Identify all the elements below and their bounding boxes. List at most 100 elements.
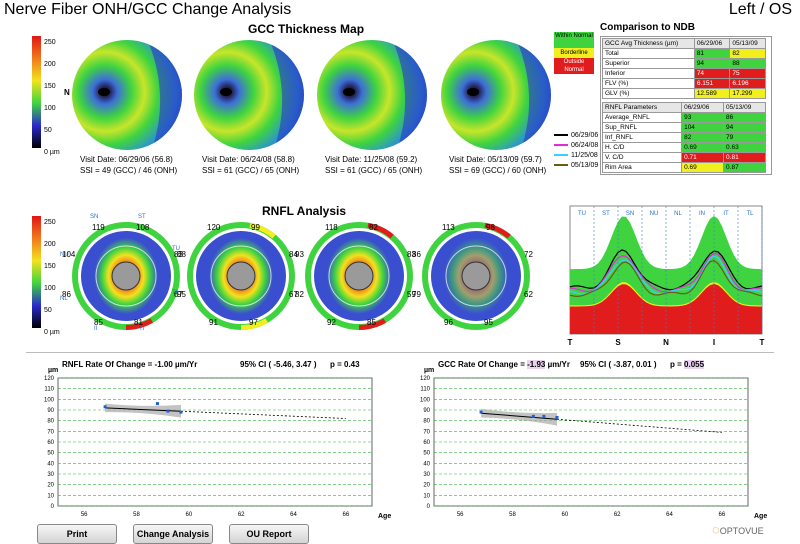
y-tick-label: 20 bbox=[423, 483, 430, 489]
ou-report-button[interactable]: OU Report bbox=[229, 524, 309, 544]
visit-date: Visit Date: 06/29/06 (56.8) bbox=[80, 155, 173, 164]
sector-value: 118 bbox=[325, 223, 338, 232]
gcc-rate-label: GCC Rate Of Change = bbox=[438, 360, 528, 369]
scan-circle bbox=[328, 245, 390, 307]
y-tick-label: 20 bbox=[47, 483, 54, 489]
scale-tick: 50 bbox=[44, 127, 52, 134]
ndb-cell: 82 bbox=[729, 48, 766, 59]
sector-value: 85 bbox=[367, 318, 376, 327]
sector-label: NU bbox=[60, 252, 69, 258]
scale-tick: 50 bbox=[44, 307, 52, 314]
gcc-visit-info: Visit Date: 05/13/09 (59.7) SSI = 69 (GCC… bbox=[449, 154, 546, 176]
rnfl-scale-ticks: 250 200 150 100 50 0 µm bbox=[44, 212, 60, 344]
sector-value: 86 bbox=[412, 250, 421, 259]
tsnit-visit-line bbox=[569, 259, 763, 297]
gcc-thickness-map bbox=[441, 40, 551, 150]
projection-line bbox=[556, 418, 722, 433]
trend-line bbox=[481, 412, 558, 420]
ssi-value: SSI = 69 (GCC) / 60 (ONH) bbox=[449, 166, 547, 175]
rnfl-color-scale bbox=[32, 216, 41, 328]
ndb-cell: Inf_RNFL bbox=[601, 132, 683, 143]
within-normal-swatch: Within Normal bbox=[554, 32, 594, 48]
y-tick-label: 110 bbox=[44, 387, 54, 393]
sector-value: 120 bbox=[207, 223, 221, 232]
x-tick-label: 56 bbox=[81, 512, 88, 518]
optic-cup bbox=[461, 261, 491, 291]
confidence-band bbox=[481, 408, 557, 426]
y-tick-label: 10 bbox=[47, 493, 54, 499]
x-axis-label: Age bbox=[378, 513, 391, 520]
ndb-cell: 81 bbox=[693, 48, 731, 59]
gcc-map-disc bbox=[72, 40, 182, 150]
ndb-row: H. C/D 0.69 0.63 bbox=[601, 142, 766, 153]
report-title: Nerve Fiber ONH/GCC Change Analysis bbox=[4, 1, 292, 18]
fovea-spot bbox=[467, 88, 479, 96]
sector-value: 62 bbox=[524, 290, 533, 299]
y-tick-label: 120 bbox=[420, 376, 431, 382]
x-tick-label: 62 bbox=[614, 512, 621, 518]
rnfl-optic-disc-map bbox=[422, 222, 530, 330]
sector-label: SN bbox=[90, 214, 99, 220]
ssi-value: SSI = 61 (GCC) / 65 (ONH) bbox=[325, 166, 423, 175]
rnfl-optic-disc-map bbox=[305, 222, 413, 330]
sector-label: TU bbox=[172, 246, 180, 252]
rnfl-rate-title: RNFL Rate Of Change = -1.00 µm/Yr bbox=[62, 360, 198, 369]
gcc-section-title: GCC Thickness Map bbox=[248, 22, 365, 36]
data-point bbox=[103, 405, 107, 409]
gcc-visit-info: Visit Date: 11/25/08 (59.2) SSI = 61 (GCC… bbox=[325, 154, 422, 176]
legend-date: 05/13/09 bbox=[571, 161, 599, 169]
optic-cup bbox=[344, 261, 374, 291]
ndb-cell: 0.69 bbox=[681, 142, 725, 153]
gcc-thickness-map bbox=[72, 40, 182, 150]
eye-label: Left / OS bbox=[728, 1, 792, 18]
change-analysis-button[interactable]: Change Analysis bbox=[133, 524, 213, 544]
y-tick-label: 10 bbox=[423, 493, 430, 499]
y-axis-label: µm bbox=[48, 367, 58, 374]
fovea-spot bbox=[343, 88, 355, 96]
fovea-spot bbox=[220, 88, 232, 96]
ndb-cell: H. C/D bbox=[601, 142, 683, 153]
tsnit-sector-label: IT bbox=[723, 211, 729, 217]
tsnit-axis-label: S bbox=[615, 338, 621, 347]
ndb-cell: 104 bbox=[681, 122, 725, 133]
y-tick-label: 100 bbox=[420, 397, 431, 403]
data-point bbox=[155, 402, 159, 406]
y-tick-label: 70 bbox=[423, 429, 430, 435]
ndb-row: GLV (%) 12.589 17.299 bbox=[602, 88, 766, 99]
sector-value: 59 bbox=[407, 290, 416, 299]
y-tick-label: 120 bbox=[44, 376, 55, 382]
sector-label: NL bbox=[60, 296, 68, 302]
ndb-cell: Superior bbox=[602, 58, 695, 69]
ndb-cell: 79 bbox=[723, 132, 766, 143]
section-divider bbox=[26, 352, 774, 353]
sector-value: 98 bbox=[486, 223, 495, 232]
ndb-cell: Rim Area bbox=[601, 162, 683, 173]
y-tick-label: 0 bbox=[427, 504, 431, 510]
tsnit-sector-label: TU bbox=[578, 211, 586, 217]
tsnit-sector-label: NU bbox=[650, 211, 659, 217]
nasal-marker: N bbox=[64, 88, 70, 97]
ndb-row: V. C/D 0.71 0.81 bbox=[601, 152, 766, 163]
sector-value: 84 bbox=[289, 250, 298, 259]
borderline-sector bbox=[249, 222, 276, 239]
optic-cup bbox=[111, 261, 141, 291]
ssi-value: SSI = 49 (GCC) / 46 (ONH) bbox=[80, 166, 178, 175]
sector-value: 99 bbox=[251, 223, 260, 232]
visit-date-legend: 06/29/06 06/24/08 11/25/08 05/13/09 bbox=[554, 130, 598, 170]
x-tick-label: 64 bbox=[290, 512, 297, 518]
ndb-cell: 82 bbox=[681, 132, 725, 143]
print-button[interactable]: Print bbox=[37, 524, 117, 544]
y-tick-label: 50 bbox=[423, 451, 430, 457]
ndb-cell: 75 bbox=[729, 68, 766, 79]
ndb-cell: Total bbox=[602, 48, 695, 59]
y-axis-label: µm bbox=[424, 367, 434, 374]
y-tick-label: 0 bbox=[51, 504, 55, 510]
x-tick-label: 56 bbox=[457, 512, 464, 518]
scale-tick: 150 bbox=[44, 83, 56, 90]
gcc-visit-info: Visit Date: 06/24/08 (58.8) SSI = 61 (GCC… bbox=[202, 154, 299, 176]
ndb-row: Total 81 82 bbox=[602, 48, 766, 59]
scale-tick: 0 µm bbox=[44, 149, 60, 156]
gcc-map-disc bbox=[194, 40, 304, 150]
y-tick-label: 90 bbox=[423, 408, 430, 414]
